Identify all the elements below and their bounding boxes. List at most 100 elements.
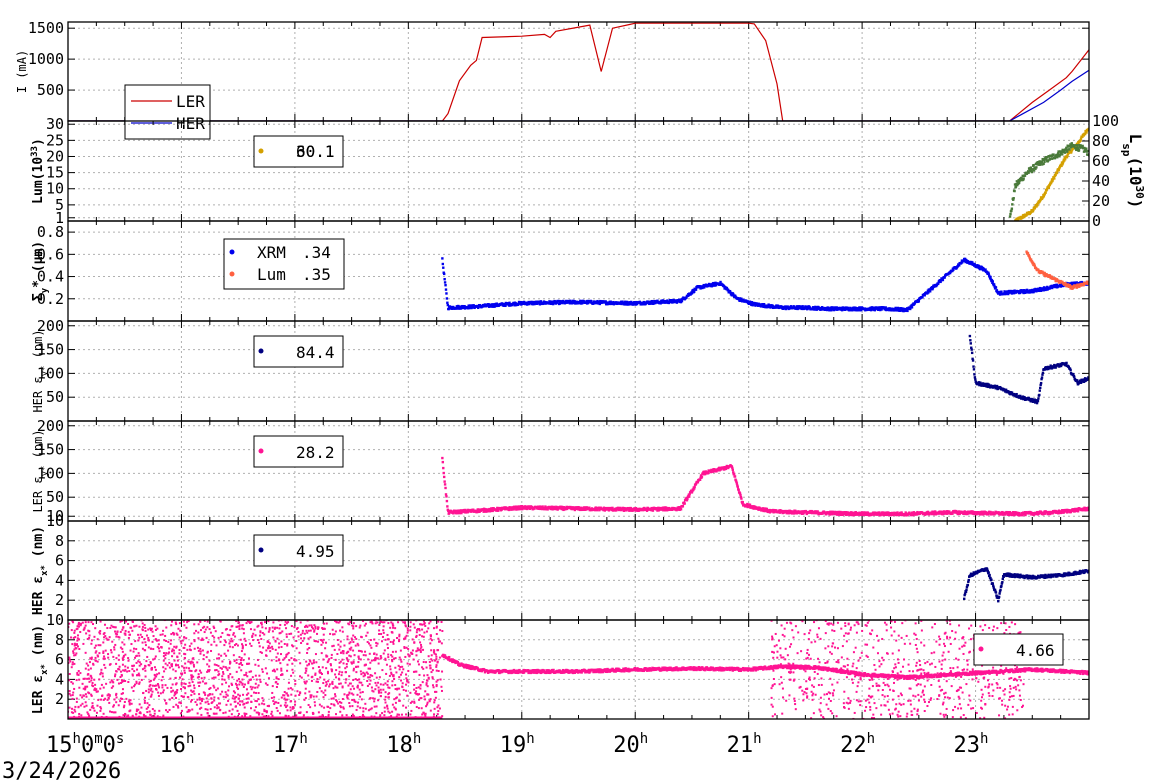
data-point (1035, 166, 1038, 169)
data-point (442, 471, 445, 475)
data-point (973, 376, 977, 379)
data-point (1037, 268, 1040, 272)
data-point (1016, 573, 1019, 576)
data-point (649, 302, 653, 305)
data-point (582, 300, 586, 303)
data-point (1041, 373, 1044, 376)
data-point (874, 513, 878, 516)
y-tick-label: 0.6 (37, 245, 64, 263)
data-point (1068, 284, 1072, 288)
data-point (1022, 291, 1025, 295)
data-point (625, 300, 629, 304)
data-point (718, 469, 721, 472)
data-point (972, 368, 976, 371)
data-point (598, 302, 602, 306)
data-point (1044, 191, 1047, 194)
data-point (1047, 155, 1051, 158)
data-point (970, 348, 973, 351)
data-point (1008, 513, 1011, 517)
data-point (928, 290, 932, 293)
data-point (542, 669, 546, 672)
data-point (669, 299, 673, 302)
data-point (925, 512, 928, 516)
data-point (987, 383, 991, 386)
data-point (1013, 183, 1017, 186)
data-point (1070, 145, 1073, 148)
data-point (511, 506, 514, 509)
data-point (444, 493, 448, 496)
data-point (610, 508, 613, 512)
data-point (989, 386, 992, 389)
y-axis-label: Lum(1033) (30, 138, 46, 204)
data-point (1034, 401, 1037, 404)
data-point (732, 292, 735, 296)
data-point (579, 302, 582, 305)
data-point (595, 508, 599, 512)
data-point (1012, 574, 1016, 577)
data-point (1083, 380, 1086, 383)
data-point (1061, 161, 1065, 165)
data-point (533, 507, 536, 510)
data-point (738, 492, 742, 495)
data-point (470, 508, 474, 512)
data-point (602, 508, 605, 512)
data-point (1028, 289, 1032, 292)
data-point (860, 308, 863, 312)
data-point (1047, 186, 1051, 189)
data-point (1087, 153, 1089, 156)
y-tick-label: 100 (37, 364, 64, 382)
data-point (958, 510, 961, 513)
series-points (441, 653, 1089, 681)
data-point (651, 509, 655, 512)
data-point (1033, 289, 1037, 292)
data-point (585, 506, 588, 509)
data-point (964, 590, 968, 594)
data-point (1040, 377, 1043, 381)
data-point (1062, 510, 1066, 514)
data-point (496, 509, 500, 512)
y-tick-label: 10 (46, 180, 64, 198)
data-point (1013, 573, 1016, 576)
data-point (736, 484, 739, 487)
data-point (884, 306, 887, 309)
data-point (477, 306, 480, 310)
y2-tick-label: 20 (1092, 192, 1110, 210)
data-point (1020, 511, 1024, 515)
data-point (1079, 284, 1083, 287)
data-point (819, 308, 822, 311)
data-point (490, 303, 494, 306)
data-point (1078, 285, 1081, 288)
data-point (768, 511, 772, 514)
y2-tick-label: 0 (1092, 212, 1101, 230)
data-point (851, 308, 854, 312)
data-point (1002, 513, 1005, 516)
data-point (457, 307, 460, 310)
data-point (980, 510, 984, 513)
data-point (798, 307, 801, 310)
data-point (1045, 188, 1049, 191)
data-point (765, 507, 769, 511)
data-point (1079, 139, 1082, 142)
data-point (1007, 572, 1010, 575)
data-point (1002, 575, 1005, 578)
data-point (1065, 148, 1068, 151)
data-point (1051, 178, 1055, 181)
data-point (1070, 150, 1073, 153)
data-point (625, 509, 628, 512)
data-point (1012, 289, 1015, 293)
data-point (607, 509, 611, 512)
y-tick-label: 6 (55, 651, 64, 669)
data-point (493, 669, 496, 673)
panel-luminosity: 151015202530020406080100Lsp(1030)Lum(103… (30, 112, 1147, 230)
data-point (598, 670, 602, 674)
data-point (442, 475, 446, 479)
data-point (445, 495, 448, 498)
legend-label: XRM (257, 243, 286, 262)
data-point (462, 663, 465, 667)
data-point (727, 288, 730, 292)
data-point (1067, 145, 1070, 148)
data-point (748, 503, 752, 507)
data-point (1029, 166, 1033, 169)
data-point (1002, 292, 1006, 295)
data-point (1016, 219, 1020, 221)
